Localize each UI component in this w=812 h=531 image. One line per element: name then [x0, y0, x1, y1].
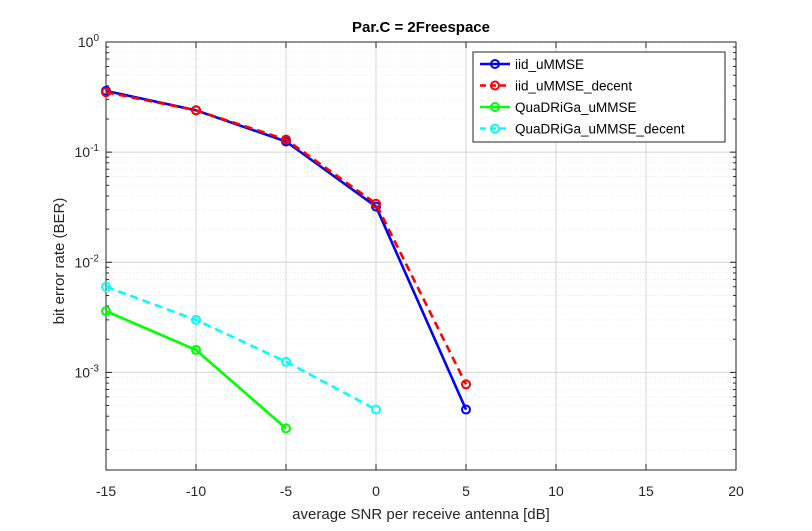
y-tick-label: 10-3 [75, 363, 100, 380]
x-tick-label: 10 [548, 483, 564, 499]
x-tick-label: 15 [638, 483, 654, 499]
data-point [281, 134, 291, 145]
grid-layer [105, 41, 737, 470]
legend-marker [490, 102, 500, 112]
data-point [281, 423, 291, 434]
y-axis-label: bit error rate (BER) [51, 198, 68, 325]
y-tick-label: 10-1 [75, 143, 100, 160]
series-line [105, 309, 287, 430]
y-tick-label: 100 [78, 33, 100, 50]
data-point [191, 314, 201, 325]
x-tick-label: -5 [280, 483, 293, 499]
legend-entry-label: iid_uMMSE [515, 57, 584, 72]
x-tick-label: 0 [372, 483, 380, 499]
plot-area-frame [105, 41, 737, 471]
series-line [105, 285, 377, 411]
x-tick-label: 5 [462, 483, 470, 499]
series-line [105, 90, 468, 385]
data-point [281, 356, 291, 367]
data-point [371, 404, 381, 415]
data-point [101, 87, 111, 98]
x-tick-label: -15 [96, 483, 116, 499]
legend-box [472, 51, 726, 143]
data-point [371, 198, 381, 209]
data-point [461, 404, 471, 415]
legend-entry-label: QuaDRiGa_uMMSE [515, 100, 637, 115]
data-point [101, 306, 111, 317]
x-tick-label: 20 [728, 483, 744, 499]
data-point [191, 344, 201, 355]
data-point [461, 379, 471, 390]
data-point [101, 281, 111, 292]
axis-ticks: 10-3 10-2 10-1 100 -15 -10 -5 0 5 10 15 20 [75, 33, 744, 499]
series-line [105, 89, 468, 411]
legend-entry-label: QuaDRiGa_uMMSE_decent [515, 122, 685, 137]
legend-marker [490, 80, 500, 91]
legend: iid_uMMSE iid_uMMSE_decent QuaDRiGa_uMMSE Q… [472, 51, 726, 143]
data-point [191, 105, 201, 116]
y-tick-label: 10-2 [75, 253, 100, 270]
x-tick-label: -10 [186, 483, 206, 499]
series-iid_uMMSE_decent [101, 87, 471, 390]
chart-title: Par.C = 2Freespace [352, 19, 490, 36]
series-layer [101, 85, 471, 434]
series-QuaDRiGa_uMMSE [101, 306, 291, 434]
legend-entry-label: iid_uMMSE_decent [515, 79, 632, 94]
series-QuaDRiGa_uMMSE_decent [101, 281, 381, 415]
legend-marker [490, 59, 500, 69]
x-axis-label: average SNR per receive antenna [dB] [292, 506, 550, 523]
legend-marker [490, 123, 500, 134]
